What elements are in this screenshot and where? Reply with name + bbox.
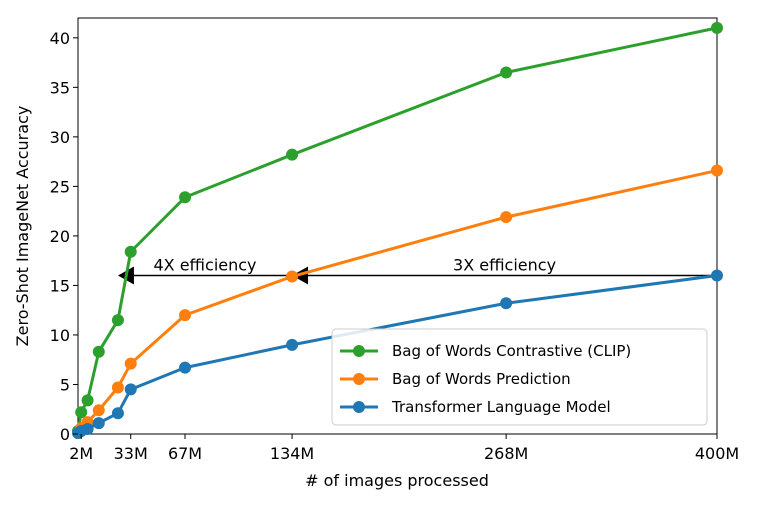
data-point xyxy=(286,338,299,351)
y-tick-label: 5 xyxy=(60,375,70,394)
data-point xyxy=(111,381,124,394)
data-point xyxy=(179,191,192,204)
series-layer xyxy=(72,21,723,440)
x-tick-label: 400M xyxy=(695,444,739,463)
data-point xyxy=(179,361,192,374)
series-line xyxy=(76,26,718,432)
data-point xyxy=(500,297,513,310)
efficiency-label: 3X efficiency xyxy=(453,256,556,275)
data-point xyxy=(124,245,137,258)
data-point xyxy=(711,269,723,282)
legend-swatch-marker xyxy=(353,401,365,413)
legend-box xyxy=(331,328,708,426)
efficiency-label: 4X efficiency xyxy=(153,256,256,275)
y-tick-label: 10 xyxy=(50,326,70,345)
data-point xyxy=(286,148,299,161)
data-point xyxy=(111,314,124,327)
legend-label: Bag of Words Contrastive (CLIP) xyxy=(392,342,631,360)
data-point xyxy=(124,357,137,370)
legend-label: Transformer Language Model xyxy=(391,398,611,416)
x-tick-label: 33M xyxy=(114,444,148,463)
legend-label: Bag of Words Prediction xyxy=(392,370,571,388)
legend-swatch-marker xyxy=(353,373,365,385)
data-point xyxy=(81,423,94,436)
y-tick-label: 40 xyxy=(50,29,70,48)
y-tick-label: 35 xyxy=(50,78,70,97)
x-tick-label: 2M xyxy=(69,444,93,463)
y-tick-label: 25 xyxy=(50,177,70,196)
x-tick-label: 268M xyxy=(484,444,528,463)
data-point xyxy=(286,270,299,283)
data-point xyxy=(111,407,124,420)
x-tick-label: 67M xyxy=(168,444,202,463)
x-tick-label: 134M xyxy=(270,444,314,463)
data-point xyxy=(179,309,192,322)
data-point xyxy=(92,417,105,430)
data-point xyxy=(500,66,513,79)
data-point xyxy=(92,404,105,417)
data-point xyxy=(711,21,723,34)
legend: Bag of Words Contrastive (CLIP) Bag of Wo… xyxy=(331,328,708,426)
data-point xyxy=(81,394,94,407)
x-axis-label: # of images processed xyxy=(305,471,489,490)
y-axis-label: Zero-Shot ImageNet Accuracy xyxy=(13,106,32,347)
y-tick-label: 15 xyxy=(50,276,70,295)
data-point xyxy=(500,211,513,224)
axes: 0 5 10 15 20 25 30 35 40 2M 33M 67M 134M 268M 400M xyxy=(50,29,740,463)
y-tick-label: 20 xyxy=(50,227,70,246)
y-tick-label: 0 xyxy=(60,425,70,444)
legend-swatch-marker xyxy=(353,345,365,357)
data-point xyxy=(711,164,723,177)
data-point xyxy=(92,345,105,358)
data-point xyxy=(124,383,137,396)
data-point xyxy=(75,406,88,419)
y-tick-label: 30 xyxy=(50,128,70,147)
